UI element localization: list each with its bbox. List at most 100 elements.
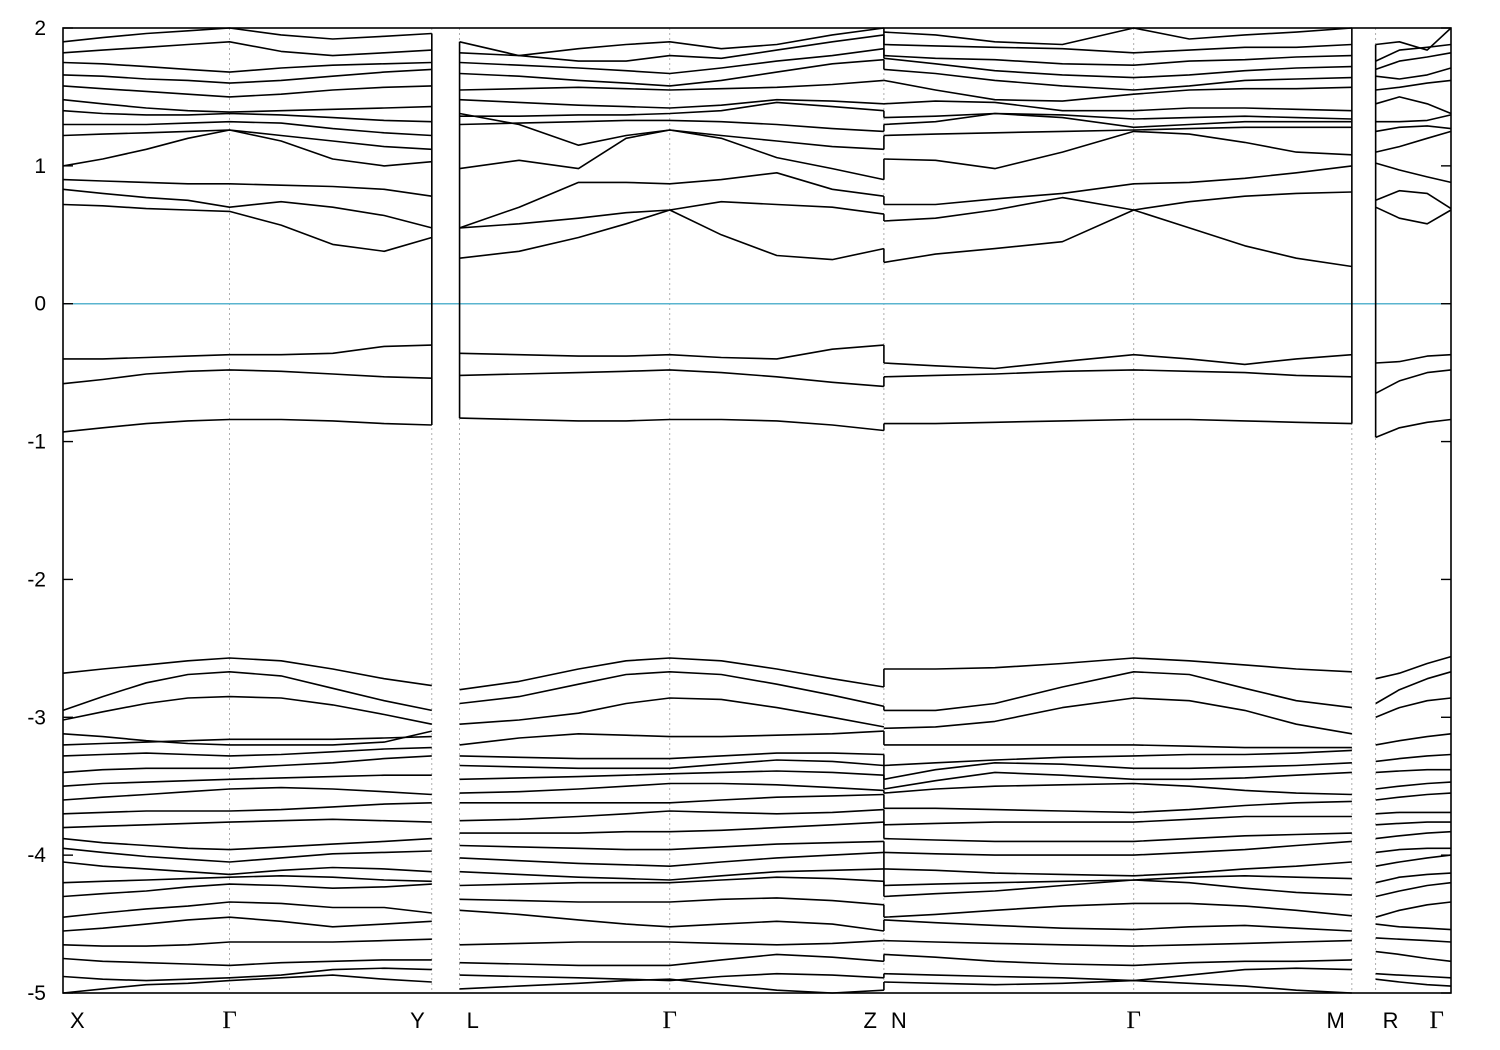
band-line [459, 344, 884, 360]
band-line [883, 43, 1352, 54]
band-line [62, 735, 432, 746]
band-line [883, 68, 1352, 91]
band-line [459, 47, 885, 75]
band-line [1375, 369, 1452, 395]
band-line [62, 938, 432, 947]
band-line [459, 909, 885, 932]
band-line [459, 119, 884, 133]
band-line [883, 418, 1352, 425]
band-line [883, 27, 1352, 46]
band-line [1375, 189, 1452, 210]
band-line [1375, 655, 1452, 680]
band-line [883, 953, 1352, 967]
band-line [883, 209, 1353, 268]
band-line [62, 671, 432, 712]
band-line [459, 752, 884, 760]
band-line [62, 85, 432, 98]
band-line [1375, 671, 1452, 705]
band-line [459, 200, 885, 229]
band-line [1375, 130, 1452, 153]
band-line [62, 957, 432, 967]
y-tick-label: -4 [27, 844, 46, 867]
y-tick-label: -3 [27, 706, 46, 729]
kpoint-label: X [70, 1008, 85, 1033]
band-line [62, 837, 432, 851]
band-line [459, 27, 885, 57]
band-line [883, 369, 1352, 378]
band-line [1375, 697, 1452, 719]
band-line [62, 901, 432, 918]
band-line [459, 417, 884, 432]
band-line [62, 875, 432, 884]
band-line [459, 759, 884, 770]
kpoint-label: L [467, 1008, 479, 1033]
band-line [459, 840, 884, 851]
band-line [62, 755, 432, 774]
band-line [459, 770, 884, 781]
band-line [62, 203, 433, 253]
band-lines [62, 27, 1452, 994]
segment-junctions [431, 28, 1377, 991]
band-line [1375, 972, 1452, 979]
band-line [62, 774, 432, 787]
band-line [459, 697, 885, 728]
band-line [883, 130, 1352, 170]
band-line [1375, 881, 1452, 898]
band-line [883, 126, 1352, 137]
band-line [1375, 781, 1452, 790]
band-line [459, 876, 884, 887]
band-line [1375, 353, 1452, 364]
plot-frame [62, 27, 1452, 994]
band-line [883, 657, 1352, 673]
band-line [62, 61, 432, 73]
band-line [459, 972, 884, 982]
band-line [62, 883, 432, 898]
band-line [1375, 923, 1452, 931]
band-line [883, 771, 1352, 790]
band-line [62, 369, 432, 385]
y-tick-label: -1 [27, 431, 46, 454]
band-line [1375, 768, 1451, 774]
band-line [62, 98, 432, 113]
band-line [883, 54, 1352, 66]
band-line [62, 129, 432, 167]
band-line [883, 879, 1352, 898]
band-line [459, 34, 885, 62]
band-line [459, 129, 885, 181]
band-line [62, 847, 432, 863]
band-line [459, 79, 884, 91]
band-line [62, 861, 432, 876]
kpoint-label: M [1327, 1008, 1345, 1033]
kpoint-label: Γ [1430, 1007, 1444, 1034]
band-line [62, 188, 433, 229]
band-line [62, 178, 432, 197]
band-line [883, 744, 1352, 749]
band-line [62, 129, 432, 151]
y-tick-label: 2 [34, 17, 46, 40]
band-line [63, 344, 432, 360]
band-line [63, 120, 432, 137]
band-line [1375, 978, 1452, 987]
band-line [459, 851, 884, 867]
band-line [883, 100, 1352, 112]
band-line [62, 68, 432, 84]
band-line [1375, 792, 1452, 801]
band-line [883, 919, 1352, 932]
band-line [62, 746, 432, 757]
band-line [1375, 125, 1452, 133]
band-line [459, 978, 884, 994]
band-line [1375, 27, 1452, 51]
y-tick-label: -5 [27, 982, 46, 1005]
band-line [883, 697, 1353, 735]
y-tick-label: 0 [34, 293, 46, 316]
band-line [883, 671, 1352, 712]
band-line [1375, 96, 1452, 115]
y-axis-ticks [63, 27, 1451, 994]
band-line [62, 818, 432, 829]
band-line [883, 939, 1352, 947]
band-line [1375, 114, 1452, 123]
band-line [62, 916, 432, 932]
band-line [1375, 830, 1452, 840]
